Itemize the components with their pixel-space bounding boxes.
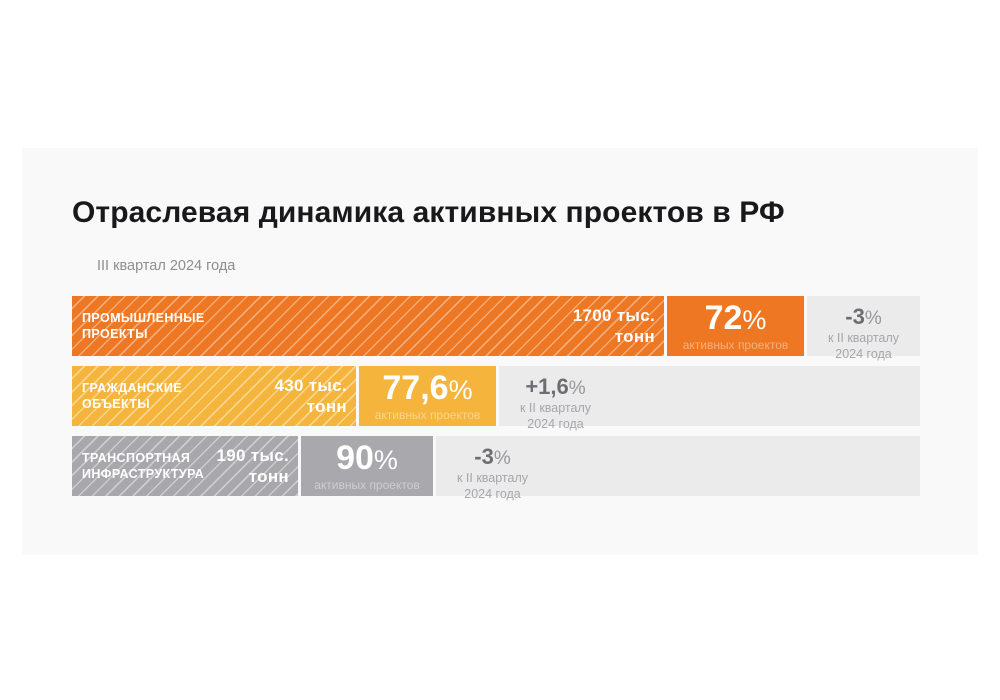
delta-segment-transport: -3% к II кварталу 2024 года xyxy=(436,436,920,501)
bar-row-industrial: ПРОМЫШЛЕННЫЕ ПРОЕКТЫ 1700 тыс. тонн 72% … xyxy=(72,296,920,361)
delta-segment-industrial: -3% к II кварталу 2024 года xyxy=(807,296,920,361)
sector-label: ТРАНСПОРТНАЯ ИНФРАСТРУКТУРА xyxy=(82,450,205,481)
delta-segment-civil: +1,6% к II кварталу 2024 года xyxy=(499,366,920,431)
delta-value: -3% xyxy=(474,444,511,469)
delta-value: -3% xyxy=(845,304,882,329)
volume-value: 1700 тыс. тонн xyxy=(572,305,655,346)
volume-segment-industrial: ПРОМЫШЛЕННЫЕ ПРОЕКТЫ 1700 тыс. тонн xyxy=(72,296,664,356)
delta-value: +1,6% xyxy=(525,374,586,399)
percent-segment-industrial: 72% активных проектов xyxy=(667,296,804,356)
subtitle: III квартал 2024 года xyxy=(97,258,236,274)
percent-segment-civil: 77,6% активных проектов xyxy=(359,366,496,426)
delta-caption: к II кварталу xyxy=(519,400,592,415)
percent-caption: активных проектов xyxy=(314,478,420,492)
delta-caption: 2024 года xyxy=(464,487,521,502)
percent-caption: активных проектов xyxy=(682,338,789,352)
page-title: Отраслевая динамика активных проектов в … xyxy=(72,196,785,229)
bar-row-civil: ГРАЖДАНСКИЕ ОБЪЕКТЫ 430 тыс. тонн 77,6% … xyxy=(72,366,920,431)
volume-segment-transport: ТРАНСПОРТНАЯ ИНФРАСТРУКТУРА 190 тыс. тон… xyxy=(72,436,298,496)
delta-caption: к II кварталу xyxy=(827,330,900,345)
volume-value: 430 тыс. тонн xyxy=(274,375,347,416)
bar-row-transport: ТРАНСПОРТНАЯ ИНФРАСТРУКТУРА 190 тыс. тон… xyxy=(72,436,920,501)
percent-value: 90% xyxy=(336,439,398,477)
sector-label: ПРОМЫШЛЕННЫЕ ПРОЕКТЫ xyxy=(82,310,205,341)
percent-segment-transport: 90% активных проектов xyxy=(301,436,433,496)
volume-segment-civil: ГРАЖДАНСКИЕ ОБЪЕКТЫ 430 тыс. тонн xyxy=(72,366,356,426)
content-panel: Отраслевая динамика активных проектов в … xyxy=(22,148,978,555)
delta-caption: 2024 года xyxy=(527,417,584,432)
delta-caption: 2024 года xyxy=(835,347,892,362)
bars-chart: ПРОМЫШЛЕННЫЕ ПРОЕКТЫ 1700 тыс. тонн 72% … xyxy=(72,296,920,506)
percent-value: 77,6% xyxy=(382,369,473,407)
delta-caption: к II кварталу xyxy=(456,470,529,485)
sector-label: ГРАЖДАНСКИЕ ОБЪЕКТЫ xyxy=(82,380,182,411)
percent-value: 72% xyxy=(704,299,767,337)
percent-caption: активных проектов xyxy=(374,408,481,422)
volume-value: 190 тыс. тонн xyxy=(216,445,289,486)
